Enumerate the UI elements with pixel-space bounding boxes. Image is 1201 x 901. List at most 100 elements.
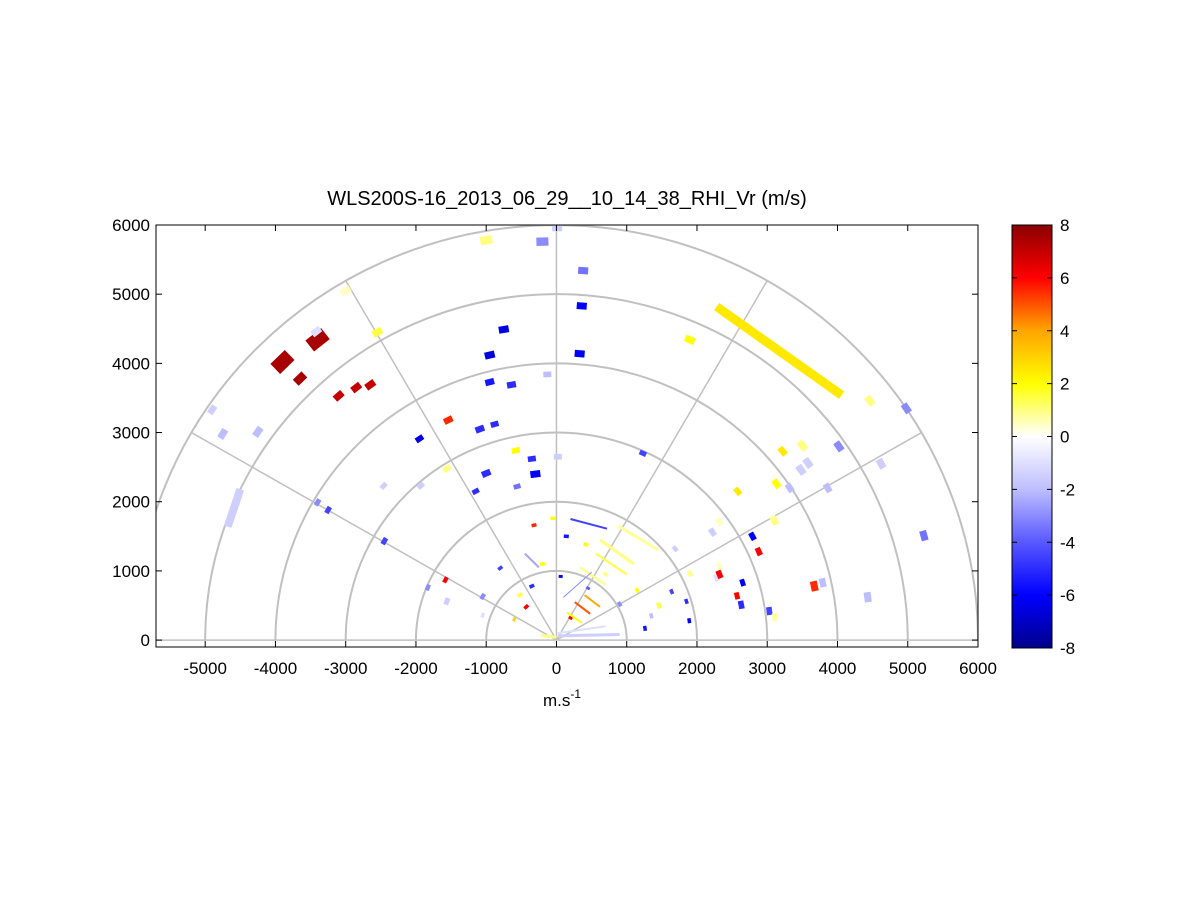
velocity-segment [595,552,628,576]
velocity-gate [332,389,345,402]
x-tick-label: -3000 [324,659,367,678]
y-tick-label: 4000 [112,354,150,373]
velocity-gate [574,349,585,358]
velocity-gate [687,617,692,624]
x-axis: -5000 -4000 -3000 -2000 -1000 0 1000 2000 3000 40… [183,225,997,678]
velocity-gate [350,381,363,394]
velocity-gate [531,523,537,528]
velocity-gate [919,529,929,542]
velocity-gate [207,404,218,416]
velocity-gate [875,457,887,470]
velocity-gate [771,612,779,622]
velocity-gate [480,612,486,619]
velocity-segment [574,601,591,615]
velocity-gate [536,237,549,247]
velocity-gate [471,487,480,496]
velocity-gate [784,482,795,494]
velocity-gate [513,483,522,490]
velocity-gate [900,402,913,415]
velocity-gate [739,578,747,587]
velocity-gate [479,592,487,601]
velocity-segment [579,566,607,586]
velocity-gate [324,505,332,515]
x-tick-label: 3000 [748,659,786,678]
velocity-gate [638,449,648,457]
chart-title: WLS200S-16_2013_06_29__10_14_38_RHI_Vr (… [327,188,807,210]
velocity-gate [809,580,819,592]
velocity-gate [802,456,814,470]
colorbar-axis: 8 6 4 2 0 -2 -4 -6 -8 [1012,216,1075,658]
velocity-gate [498,325,510,334]
velocity-gate [671,545,679,553]
x-tick-label: 0 [552,659,561,678]
colorbar-tick-label: 0 [1060,428,1069,447]
velocity-gate [684,598,689,605]
y-axis: 0 1000 2000 3000 4000 5000 6000 [112,216,978,650]
velocity-segment [524,552,540,569]
velocity-gate [707,527,718,538]
velocity-gate [715,561,724,571]
velocity-gate [568,615,573,621]
velocity-gate [474,424,486,434]
velocity-gate [583,542,589,548]
x-tick-label: 6000 [959,659,997,678]
velocity-gate [748,531,757,542]
x-tick-label: 1000 [608,659,646,678]
velocity-segment [223,487,245,528]
velocity-gate [754,546,763,557]
velocity-gate [443,597,451,606]
velocity-gate [616,601,623,608]
velocity-gate [714,516,725,527]
velocity-gate [252,425,264,438]
velocity-gate [292,371,308,386]
azimuth-spoke [345,280,558,641]
x-axis-label: m.s-1 [543,687,581,710]
y-tick-label: 5000 [112,285,150,304]
velocity-segment [617,524,660,552]
velocity-gate [217,427,229,441]
velocity-gate [769,514,780,526]
velocity-gate [576,302,588,310]
velocity-gate [539,561,546,567]
velocity-gate [516,592,523,599]
velocity-gate [543,371,552,378]
velocity-gate [416,481,426,490]
velocity-gate [380,536,389,546]
velocity-segment [570,518,608,530]
plot-area [156,225,978,647]
x-axis-label-superscript: -1 [570,687,581,701]
colorbar-tick-label: 2 [1060,375,1069,394]
velocity-gate [371,326,384,338]
velocity-gate [863,591,872,603]
y-tick-label: 3000 [112,424,150,443]
velocity-gate [656,601,662,610]
velocity-gate [305,328,330,352]
velocity-gate [511,446,521,455]
x-tick-label: -5000 [183,659,226,678]
velocity-gate [441,464,452,474]
colorbar-tick-label: 6 [1060,269,1069,288]
velocity-gate [715,569,724,580]
velocity-gate [553,453,562,460]
velocity-gate [523,603,530,610]
velocity-gate [771,478,782,490]
velocity-gate [648,613,654,619]
colorbar-tick-label: -2 [1060,480,1075,499]
velocity-gate [822,482,833,494]
x-tick-label: -2000 [394,659,437,678]
velocity-gate [863,394,876,407]
velocity-gate [686,570,694,578]
velocity-gate [550,516,556,521]
velocity-gate [558,574,563,578]
colorbar-tick-label: -8 [1060,639,1075,658]
velocity-gate [766,606,773,616]
velocity-gate [497,565,504,572]
velocity-segment [540,633,557,639]
velocity-gate [733,486,743,497]
colorbar-tick-label: -4 [1060,533,1075,552]
velocity-gate [737,600,745,610]
velocity-gate [777,445,789,457]
velocity-gate [585,585,591,591]
velocity-gate [683,334,696,346]
